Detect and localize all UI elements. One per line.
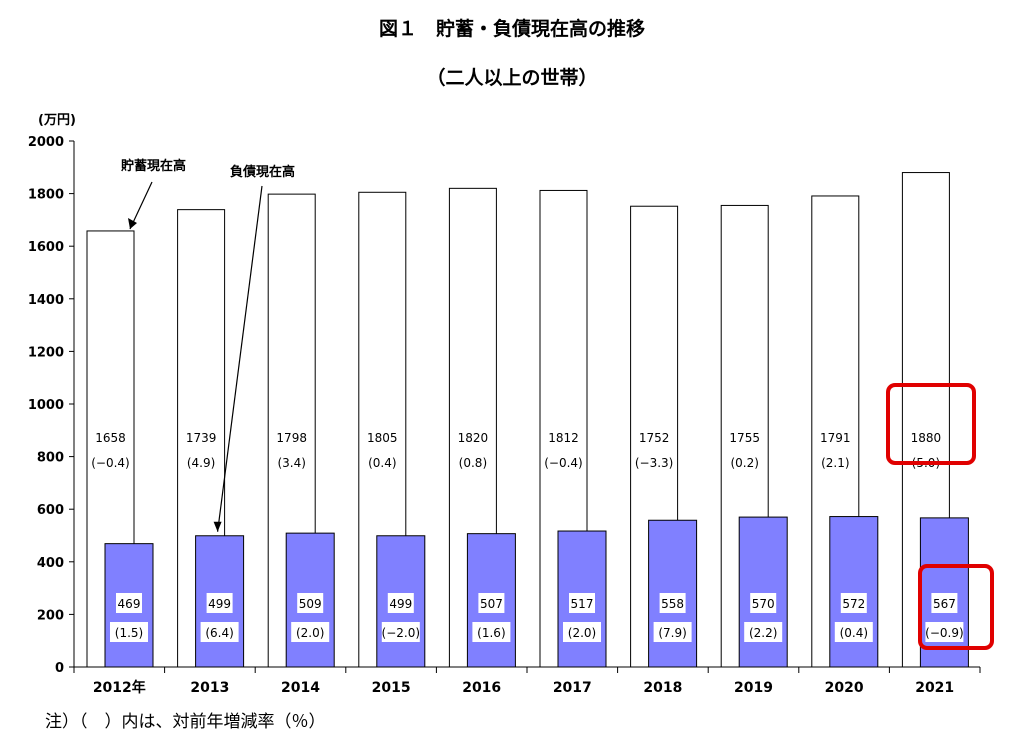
debt-value-label: 499 [208, 597, 231, 611]
debt-change-box [925, 622, 964, 642]
debt-change-box [291, 622, 330, 642]
debt-callout-arrow-line [217, 185, 263, 532]
debt-change-box [110, 622, 148, 642]
savings-value-label: 1805 [367, 431, 398, 445]
savings-value-label: 1755 [729, 431, 760, 445]
savings-change-label: (2.1) [821, 456, 849, 470]
debt-change-box [834, 622, 873, 642]
debt-change-box [744, 622, 783, 642]
y-tick-label: 800 [37, 451, 64, 466]
debt-value-box [478, 593, 505, 613]
savings-change-label: (−0.4) [91, 456, 130, 470]
debt-bar [919, 517, 969, 668]
debt-value-box [569, 593, 595, 613]
debt-change-label: (−0.9) [925, 626, 964, 640]
debt-value-box [659, 593, 686, 613]
savings-change-label: (−3.3) [635, 456, 674, 470]
debt-change-label: (2.2) [749, 626, 777, 640]
debt-callout-arrowhead [213, 521, 222, 532]
x-tick-label: 2012年 [93, 679, 146, 696]
debt-value-box [116, 593, 142, 613]
savings-change-label: (0.8) [459, 456, 487, 470]
x-tick-label: 2019 [734, 680, 773, 696]
y-tick-label: 1200 [28, 345, 64, 360]
savings-value-label: 1812 [548, 431, 579, 445]
x-tick-label: 2021 [915, 680, 954, 696]
savings-change-label: (3.4) [277, 456, 305, 470]
x-tick-label: 2018 [643, 680, 682, 696]
debt-value-label: 558 [661, 597, 684, 611]
savings-change-label: (4.9) [187, 456, 215, 470]
debt-value-label: 517 [571, 597, 594, 611]
highlight-box-savings [886, 383, 976, 465]
highlight-box-debt [918, 564, 994, 650]
debt-change-label: (6.4) [205, 626, 233, 640]
x-tick-label: 2015 [372, 680, 411, 696]
savings-value-label: 1658 [95, 431, 126, 445]
x-tick-label: 2017 [553, 680, 592, 696]
debt-value-box [206, 593, 233, 613]
chart-title: 図１ 貯蓄・負債現在高の推移 [378, 18, 645, 40]
debt-change-box [563, 622, 601, 642]
y-axis-unit-label: (万円) [38, 113, 76, 128]
debt-value-label: 507 [480, 597, 503, 611]
debt-value-label: 469 [118, 597, 141, 611]
savings-value-label: 1791 [820, 431, 851, 445]
y-tick-label: 1800 [28, 188, 64, 203]
debt-change-box [472, 622, 511, 642]
debt-value-box [931, 593, 958, 613]
savings-series-callout: 貯蓄現在高 [121, 158, 186, 174]
savings-value-label: 1798 [276, 431, 307, 445]
chart-subtitle: （二人以上の世帯） [426, 67, 598, 89]
debt-change-label: (7.9) [658, 626, 686, 640]
y-tick-label: 2000 [28, 135, 64, 150]
y-tick-label: 1600 [28, 240, 64, 255]
y-tick-label: 200 [37, 608, 64, 623]
debt-change-label: (−2.0) [382, 626, 421, 640]
debt-change-box [381, 622, 420, 642]
x-tick-label: 2014 [281, 680, 320, 696]
debt-value-label: 499 [389, 597, 412, 611]
debt-bar [738, 516, 788, 668]
y-tick-label: 400 [37, 556, 64, 571]
debt-series-callout: 負債現在高 [230, 164, 295, 180]
savings-change-label: (0.4) [368, 456, 396, 470]
debt-change-label: (0.4) [840, 626, 868, 640]
savings-value-label: 1880 [911, 431, 942, 445]
y-tick-label: 1400 [28, 293, 64, 308]
debt-change-label: (2.0) [568, 626, 596, 640]
debt-value-box [840, 593, 867, 613]
debt-bar [829, 516, 879, 668]
savings-callout-arrowhead [128, 217, 137, 229]
debt-change-label: (1.6) [477, 626, 505, 640]
debt-change-box [653, 622, 692, 642]
x-tick-label: 2013 [190, 680, 229, 696]
debt-change-label: (2.0) [296, 626, 324, 640]
savings-value-label: 1820 [458, 431, 489, 445]
y-tick-label: 1000 [28, 398, 64, 413]
footnote: 注）（ ）内は、対前年増減率（％） [45, 712, 326, 732]
debt-value-box [750, 593, 777, 613]
debt-value-label: 567 [933, 597, 956, 611]
debt-change-label: (1.5) [115, 626, 143, 640]
savings-change-label: (−0.4) [544, 456, 583, 470]
debt-value-label: 509 [299, 597, 322, 611]
debt-value-box [297, 593, 324, 613]
debt-value-label: 572 [842, 597, 865, 611]
savings-value-label: 1752 [639, 431, 670, 445]
x-tick-label: 2020 [825, 680, 864, 696]
savings-change-label: (0.2) [730, 456, 758, 470]
debt-value-box [387, 593, 414, 613]
debt-change-box [200, 622, 239, 642]
debt-value-label: 570 [752, 597, 775, 611]
savings-value-label: 1739 [186, 431, 217, 445]
x-tick-label: 2016 [462, 680, 501, 696]
y-tick-label: 600 [37, 503, 64, 518]
y-tick-label: 0 [55, 661, 64, 676]
